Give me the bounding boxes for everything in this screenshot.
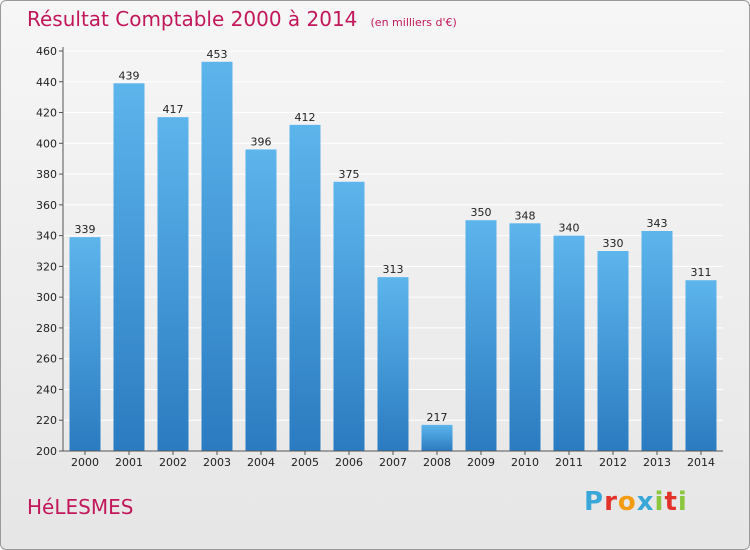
bar — [245, 149, 277, 451]
x-tick-label: 2013 — [643, 456, 671, 469]
y-tick-label: 360 — [36, 199, 57, 212]
bar — [641, 231, 673, 451]
x-tick-label: 2006 — [335, 456, 363, 469]
brand-letter: i — [677, 487, 688, 517]
data-label: 453 — [207, 48, 228, 61]
y-tick-label: 440 — [36, 76, 57, 89]
x-tick-label: 2002 — [159, 456, 187, 469]
data-label: 417 — [163, 103, 184, 116]
y-tick-label: 420 — [36, 107, 57, 120]
x-tick-label: 2005 — [291, 456, 319, 469]
x-tick-label: 2004 — [247, 456, 275, 469]
bar — [289, 124, 321, 451]
bar — [421, 424, 453, 451]
brand-letter: P — [584, 487, 605, 517]
bar — [333, 181, 365, 451]
x-tick-label: 2007 — [379, 456, 407, 469]
x-tick-label: 2012 — [599, 456, 627, 469]
x-axis-ticks: 2000 2001 2002 2003 2004 2005 2006 2007 2008 2009… — [71, 451, 715, 469]
brand-letter: i — [654, 487, 665, 517]
x-tick-label: 2000 — [71, 456, 99, 469]
bar — [69, 237, 101, 451]
data-label: 330 — [603, 237, 624, 250]
data-label: 340 — [559, 222, 580, 235]
brand-letter: t — [664, 487, 678, 517]
brand-letter: o — [617, 487, 637, 517]
x-tick-label: 2003 — [203, 456, 231, 469]
y-tick-label: 320 — [36, 260, 57, 273]
data-label: 350 — [471, 206, 492, 219]
bar — [113, 83, 145, 452]
chart-subtitle: (en milliers d'€) — [370, 16, 457, 29]
bars: 339 439 417 453 396 412 375 313 217 350 348 340 330 3… — [69, 48, 717, 452]
x-tick-label: 2014 — [687, 456, 715, 469]
location-name: HéLESMES — [27, 495, 134, 519]
data-label: 348 — [515, 209, 536, 222]
chart-title: Résultat Comptable 2000 à 2014 — [27, 7, 358, 31]
y-tick-label: 240 — [36, 383, 57, 396]
data-label: 217 — [427, 411, 448, 424]
bar — [465, 220, 497, 451]
y-tick-label: 460 — [36, 45, 57, 58]
bar — [553, 235, 585, 451]
x-tick-label: 2001 — [115, 456, 143, 469]
data-label: 343 — [647, 217, 668, 230]
data-label: 439 — [119, 69, 140, 82]
brand-logo: Proxiti — [584, 487, 688, 517]
bar — [377, 277, 409, 451]
bar — [597, 251, 629, 451]
data-label: 375 — [339, 168, 360, 181]
bar — [157, 117, 189, 452]
data-label: 311 — [691, 266, 712, 279]
bar — [685, 280, 717, 451]
data-label: 396 — [251, 135, 272, 148]
y-tick-label: 380 — [36, 168, 57, 181]
x-tick-label: 2009 — [467, 456, 495, 469]
y-tick-label: 220 — [36, 414, 57, 427]
data-label: 412 — [295, 111, 316, 124]
y-tick-label: 280 — [36, 322, 57, 335]
title-row: Résultat Comptable 2000 à 2014 (en milli… — [27, 7, 457, 31]
x-tick-label: 2011 — [555, 456, 583, 469]
bar — [201, 61, 233, 452]
y-tick-label: 200 — [36, 445, 57, 458]
x-tick-label: 2008 — [423, 456, 451, 469]
data-label: 339 — [75, 223, 96, 236]
y-axis-ticks: 200 220 240 260 280 300 320 340 360 380 400 420 440 4… — [36, 45, 63, 458]
y-tick-label: 260 — [36, 353, 57, 366]
x-tick-label: 2010 — [511, 456, 539, 469]
y-tick-label: 300 — [36, 291, 57, 304]
y-tick-label: 400 — [36, 137, 57, 150]
brand-letter: r — [604, 487, 618, 517]
bar — [509, 223, 541, 451]
brand-letter: x — [636, 487, 655, 517]
y-tick-label: 340 — [36, 230, 57, 243]
axes — [62, 47, 723, 452]
data-label: 313 — [383, 263, 404, 276]
